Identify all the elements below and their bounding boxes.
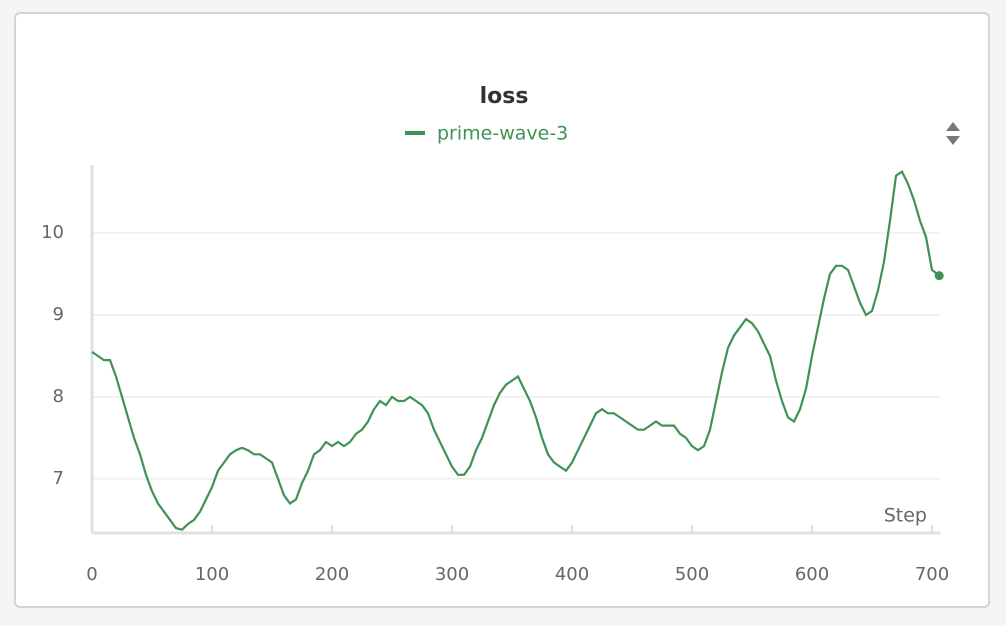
x-tick-label: 100: [195, 564, 229, 585]
legend-entry: prime-wave-3: [437, 123, 568, 145]
x-tick-label: 600: [795, 564, 829, 585]
x-tick-label: 300: [435, 564, 469, 585]
y-tick-label: 7: [53, 468, 64, 489]
x-tick-label: 400: [555, 564, 589, 585]
chart-title: loss: [480, 84, 529, 109]
x-tick-label: 700: [915, 564, 949, 585]
y-tick-label: 10: [41, 222, 64, 243]
x-tick-label: 200: [315, 564, 349, 585]
sort-icon[interactable]: [946, 122, 960, 145]
end-point: [934, 271, 944, 281]
x-axis-label: Step: [884, 505, 927, 527]
x-tick-label: 0: [86, 564, 97, 585]
x-tick-label: 500: [675, 564, 709, 585]
y-tick-label: 8: [53, 386, 64, 407]
line: [91, 169, 940, 531]
panel: [14, 12, 990, 608]
y-tick-label: 9: [53, 304, 64, 325]
